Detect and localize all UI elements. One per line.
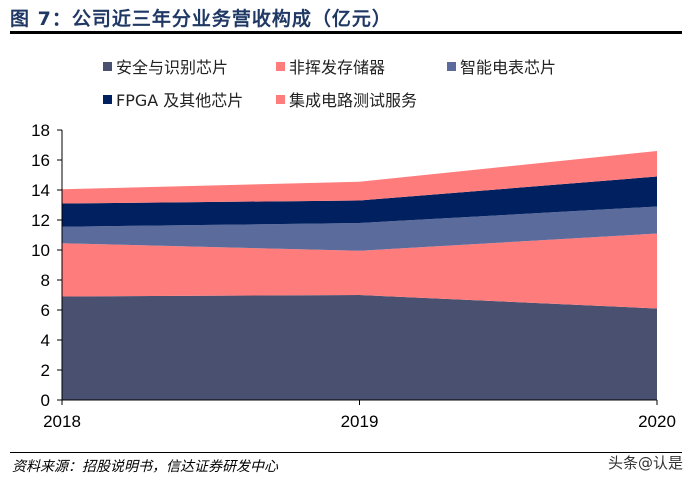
area-series-2: [62, 233, 657, 309]
legend-label: 非挥发存储器: [289, 58, 386, 77]
x-tick-label: 2020: [638, 412, 676, 431]
y-tick-label: 18: [31, 121, 50, 140]
legend-swatch: [447, 61, 456, 71]
x-tick-label: 2018: [43, 412, 81, 431]
legend-item: 智能电表芯片: [447, 54, 556, 78]
legend-swatch: [103, 94, 112, 104]
area-series-5: [62, 151, 657, 204]
y-tick-label: 10: [31, 241, 50, 260]
y-tick-label: 16: [31, 151, 50, 170]
title-rule: [10, 31, 682, 34]
legend-item: 集成电路测试服务: [276, 87, 417, 111]
legend-item: FPGA 及其他芯片: [103, 87, 243, 111]
area-series-3: [62, 206, 657, 251]
legend-swatch: [276, 61, 285, 71]
x-tick-label: 2019: [341, 412, 379, 431]
y-tick-label: 6: [41, 301, 50, 320]
y-tick-label: 14: [31, 181, 50, 200]
area-series-1: [62, 295, 657, 400]
y-tick-label: 0: [41, 391, 50, 410]
footer-rule: [10, 452, 682, 453]
legend-swatch: [276, 94, 285, 104]
area-series-4: [62, 176, 657, 227]
legend-label: 智能电表芯片: [460, 58, 557, 77]
chart-title: 图 7：公司近三年分业务营收构成（亿元）: [10, 8, 392, 30]
legend-label: 安全与识别芯片: [116, 58, 229, 77]
y-tick-label: 2: [41, 361, 50, 380]
y-tick-label: 8: [41, 271, 50, 290]
legend-label: FPGA 及其他芯片: [116, 91, 244, 110]
legend-item: 安全与识别芯片: [103, 54, 228, 78]
legend-swatch: [103, 61, 112, 71]
stacked-area-chart: 0 2 4 6 8 10 12 14 16 18 2018 2019 2020: [31, 121, 676, 431]
watermark: 头条@认是: [607, 454, 683, 472]
legend-label: 集成电路测试服务: [289, 91, 418, 110]
y-tick-label: 12: [31, 211, 50, 230]
legend-item: 非挥发存储器: [276, 54, 385, 78]
y-tick-label: 4: [41, 331, 50, 350]
source-note: 资料来源：招股说明书，信达证券研发中心: [12, 459, 278, 475]
